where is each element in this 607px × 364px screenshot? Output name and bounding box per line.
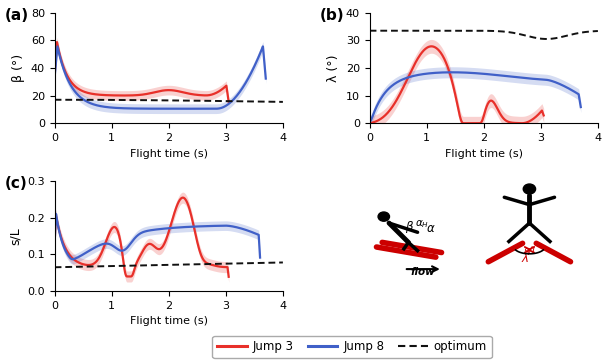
X-axis label: Flight time (s): Flight time (s) <box>130 316 208 327</box>
Circle shape <box>378 212 390 221</box>
X-axis label: Flight time (s): Flight time (s) <box>445 149 523 158</box>
Y-axis label: β (°): β (°) <box>12 54 25 82</box>
Legend: Jump 3, Jump 8, optimum: Jump 3, Jump 8, optimum <box>212 336 492 358</box>
Text: $\alpha$: $\alpha$ <box>426 222 435 235</box>
Text: s/l: s/l <box>524 246 535 256</box>
Y-axis label: s/L: s/L <box>8 227 22 245</box>
Text: flow: flow <box>411 266 436 277</box>
Text: $\lambda$: $\lambda$ <box>521 252 529 265</box>
Text: (b): (b) <box>319 8 344 23</box>
Text: (a): (a) <box>4 8 29 23</box>
Circle shape <box>523 184 535 194</box>
Text: $\alpha_H$: $\alpha_H$ <box>415 218 429 230</box>
X-axis label: Flight time (s): Flight time (s) <box>130 149 208 158</box>
Text: $\beta$: $\beta$ <box>405 219 414 236</box>
Text: (c): (c) <box>4 176 27 191</box>
Y-axis label: λ (°): λ (°) <box>327 54 341 82</box>
